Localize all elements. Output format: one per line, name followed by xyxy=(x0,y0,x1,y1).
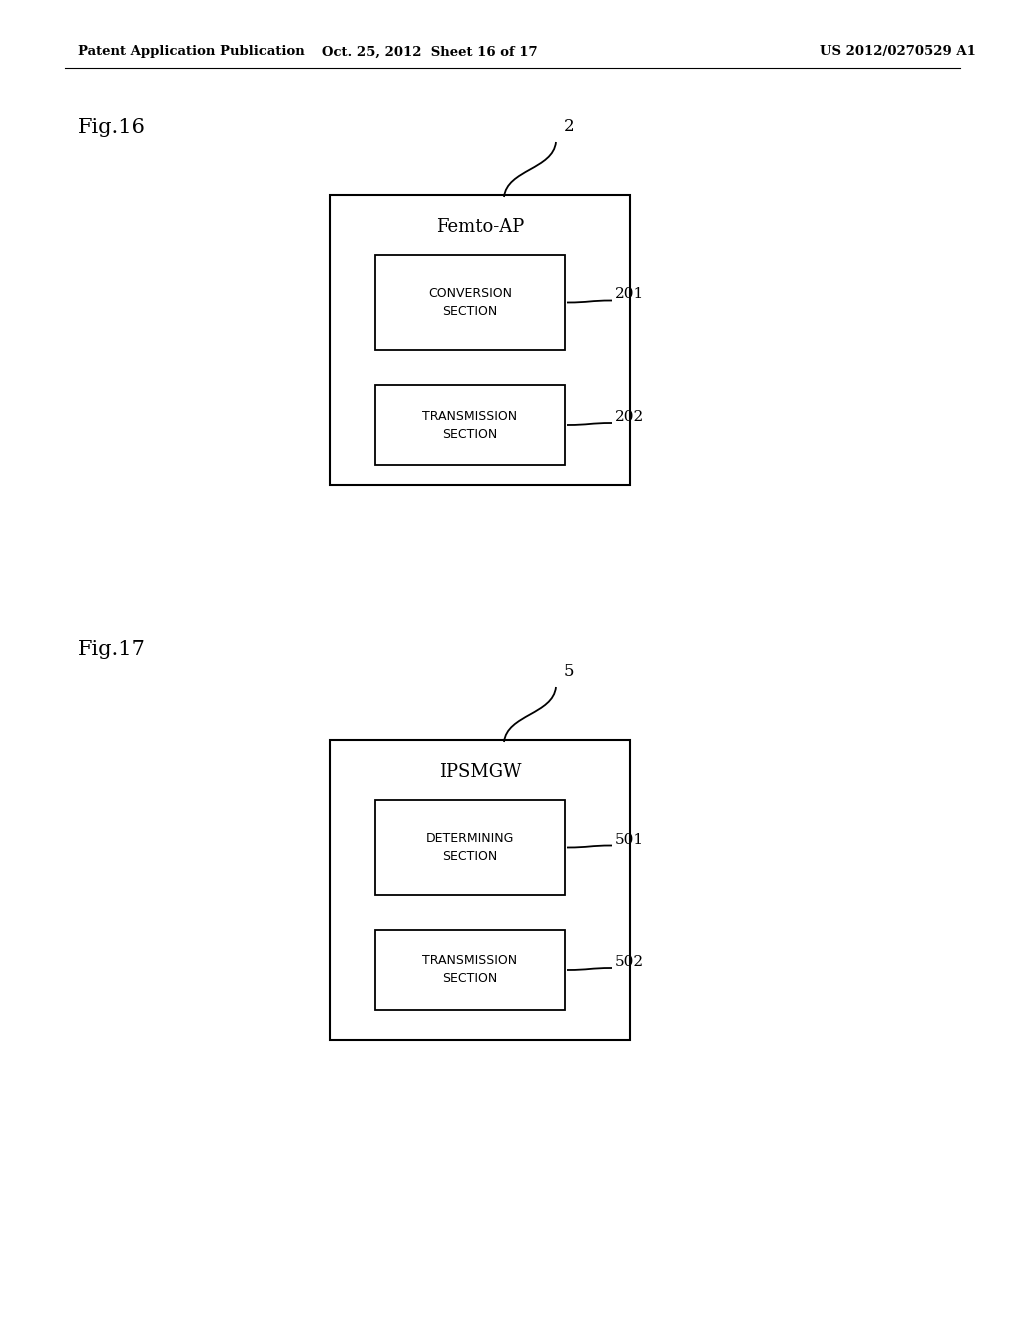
Text: Fig.16: Fig.16 xyxy=(78,117,145,137)
Bar xyxy=(375,800,565,895)
Text: TRANSMISSION
SECTION: TRANSMISSION SECTION xyxy=(423,409,517,441)
Bar xyxy=(375,385,565,465)
Text: DETERMINING
SECTION: DETERMINING SECTION xyxy=(426,832,514,863)
Text: Patent Application Publication: Patent Application Publication xyxy=(78,45,305,58)
Text: 501: 501 xyxy=(615,833,644,846)
Bar xyxy=(330,741,630,1040)
Bar xyxy=(375,931,565,1010)
Text: CONVERSION
SECTION: CONVERSION SECTION xyxy=(428,286,512,318)
Bar xyxy=(330,195,630,484)
Text: 5: 5 xyxy=(564,663,574,680)
Text: US 2012/0270529 A1: US 2012/0270529 A1 xyxy=(820,45,976,58)
Text: Femto-AP: Femto-AP xyxy=(436,218,524,236)
Text: 202: 202 xyxy=(615,411,644,424)
Text: 201: 201 xyxy=(615,288,644,301)
Text: 2: 2 xyxy=(564,117,574,135)
Text: TRANSMISSION
SECTION: TRANSMISSION SECTION xyxy=(423,954,517,986)
Text: 502: 502 xyxy=(615,954,644,969)
Text: Fig.17: Fig.17 xyxy=(78,640,145,659)
Bar xyxy=(375,255,565,350)
Text: Oct. 25, 2012  Sheet 16 of 17: Oct. 25, 2012 Sheet 16 of 17 xyxy=(323,45,538,58)
Text: IPSMGW: IPSMGW xyxy=(438,763,521,781)
